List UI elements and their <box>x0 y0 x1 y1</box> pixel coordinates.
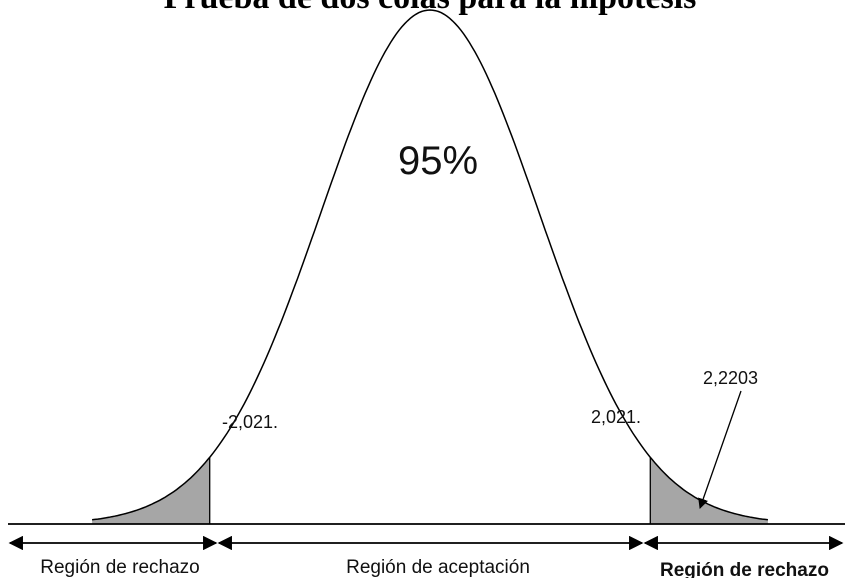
right-region-label: Región de rechazo <box>660 560 829 578</box>
diagram-title: Prueba de dos colas para la hipótesis <box>164 0 697 16</box>
left-rejection-area <box>92 457 210 524</box>
acceptance-percent-label: 95% <box>398 139 478 183</box>
right-critical-value-label: 2,021. <box>591 407 641 427</box>
left-critical-value-label: -2,021. <box>222 412 278 432</box>
middle-region-label: Región de aceptación <box>346 557 530 578</box>
normal-curve <box>91 9 769 521</box>
left-region-label: Región de rechazo <box>40 557 200 578</box>
right-rejection-area <box>650 457 768 524</box>
test-statistic-label: 2,2203 <box>703 368 758 388</box>
test-statistic-arrow <box>698 390 742 509</box>
